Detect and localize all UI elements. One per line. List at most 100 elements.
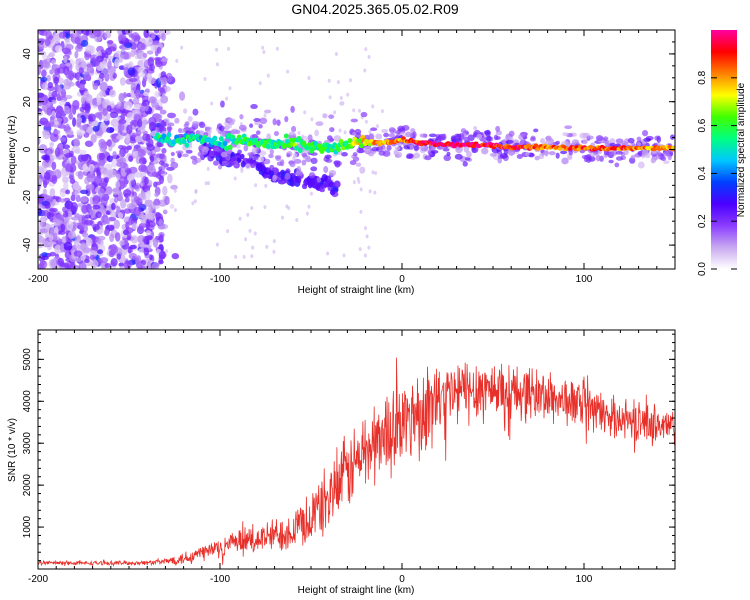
noise-blob (55, 45, 62, 52)
ridge-halo-blob (188, 116, 193, 122)
ridge-halo-blob (246, 159, 253, 163)
ridge-halo-blob (495, 136, 500, 140)
noise-blob (73, 106, 79, 110)
noise-blob (147, 50, 154, 54)
ridge-core-blob (219, 136, 224, 141)
noise-blob (152, 262, 159, 271)
noise-blob (40, 217, 47, 223)
noise-blob (364, 226, 367, 230)
ridge-halo-blob (186, 150, 193, 154)
ridge-halo-blob (286, 153, 290, 157)
noise-blob (49, 142, 54, 147)
noise-blob (145, 235, 153, 240)
ridge-halo-blob (180, 129, 186, 133)
noise-blob (104, 31, 111, 39)
ridge-halo-blob (159, 153, 165, 159)
ridge-halo-blob (530, 137, 536, 142)
noise-blob (135, 257, 139, 266)
noise-blob (138, 149, 146, 158)
noise-blob (84, 52, 90, 60)
ridge-halo-blob (253, 118, 260, 122)
ridge-halo-blob (664, 151, 670, 157)
ridge-halo-blob (328, 114, 334, 119)
ridge-halo-blob (637, 137, 642, 142)
noise-blob (48, 212, 54, 217)
noise-blob (363, 68, 366, 72)
y-tick-label: 1000 (22, 516, 33, 539)
noise-blob (138, 265, 146, 270)
ridge-halo-blob (556, 153, 560, 159)
x-tick-label: -200 (28, 274, 48, 285)
noise-blob (63, 144, 70, 149)
noise-blob (97, 249, 103, 254)
noise-blob (99, 73, 105, 79)
ridge-halo-blob (353, 152, 358, 156)
ridge-halo-blob (174, 118, 179, 124)
noise-blob (63, 211, 69, 218)
noise-blob (146, 230, 151, 236)
noise-blob (227, 47, 230, 51)
noise-blob (44, 121, 50, 131)
noise-blob (117, 102, 122, 107)
noise-blob (111, 203, 116, 211)
ridge-halo-blob (461, 128, 466, 133)
noise-blob (93, 58, 100, 67)
noise-blob (133, 207, 141, 216)
noise-blob (104, 73, 109, 82)
branch-blob (309, 179, 316, 186)
ridge-halo-blob (272, 175, 277, 182)
ridge-halo-blob (276, 119, 280, 126)
ridge-halo-blob (562, 132, 568, 136)
noise-blob (99, 153, 105, 160)
noise-blob (143, 53, 147, 58)
noise-blob (114, 58, 119, 67)
noise-blob (54, 121, 59, 125)
ridge-halo-blob (324, 155, 331, 159)
noise-blob (74, 239, 80, 246)
noise-blob (149, 64, 155, 71)
noise-blob (135, 130, 141, 136)
noise-blob (65, 32, 70, 39)
ridge-halo-blob (476, 134, 482, 140)
noise-blob (161, 71, 167, 78)
noise-blob (99, 257, 108, 263)
noise-blob (106, 211, 111, 215)
ridge-halo-blob (490, 153, 497, 157)
ridge-halo-blob (500, 153, 508, 159)
noise-blob (42, 210, 49, 217)
ridge-halo-blob (168, 122, 175, 126)
noise-blob (119, 176, 124, 183)
ridge-halo-blob (315, 121, 323, 126)
ridge-halo-blob (213, 160, 219, 165)
spectrogram-y-label: Frequency (Hz) (7, 116, 18, 185)
ridge-halo-blob (397, 126, 405, 132)
noise-blob (43, 189, 47, 195)
noise-blob (371, 104, 374, 108)
noise-blob (340, 96, 343, 100)
ridge-halo-blob (596, 154, 601, 161)
noise-blob (115, 181, 120, 189)
noise-blob (74, 250, 83, 256)
ridge-halo-blob (405, 132, 412, 138)
noise-blob (357, 177, 360, 181)
noise-blob (154, 192, 159, 197)
ridge-halo-blob (579, 133, 587, 139)
noise-blob (123, 163, 129, 169)
ridge-halo-blob (247, 152, 254, 156)
noise-blob (164, 209, 167, 213)
noise-blob (144, 177, 149, 185)
noise-blob (49, 208, 58, 212)
ridge-halo-blob (446, 152, 450, 156)
branch-blob (240, 154, 245, 160)
ridge-halo-blob (466, 151, 472, 158)
ridge-halo-blob (199, 145, 204, 150)
noise-blob (101, 215, 108, 225)
noise-blob (346, 93, 349, 97)
noise-blob (98, 188, 105, 197)
ridge-halo-blob (509, 131, 515, 137)
ridge-halo-blob (256, 130, 261, 135)
ridge-halo-blob (176, 150, 184, 154)
noise-blob (159, 78, 167, 82)
noise-blob (80, 242, 86, 251)
ridge-halo-blob (420, 133, 427, 137)
